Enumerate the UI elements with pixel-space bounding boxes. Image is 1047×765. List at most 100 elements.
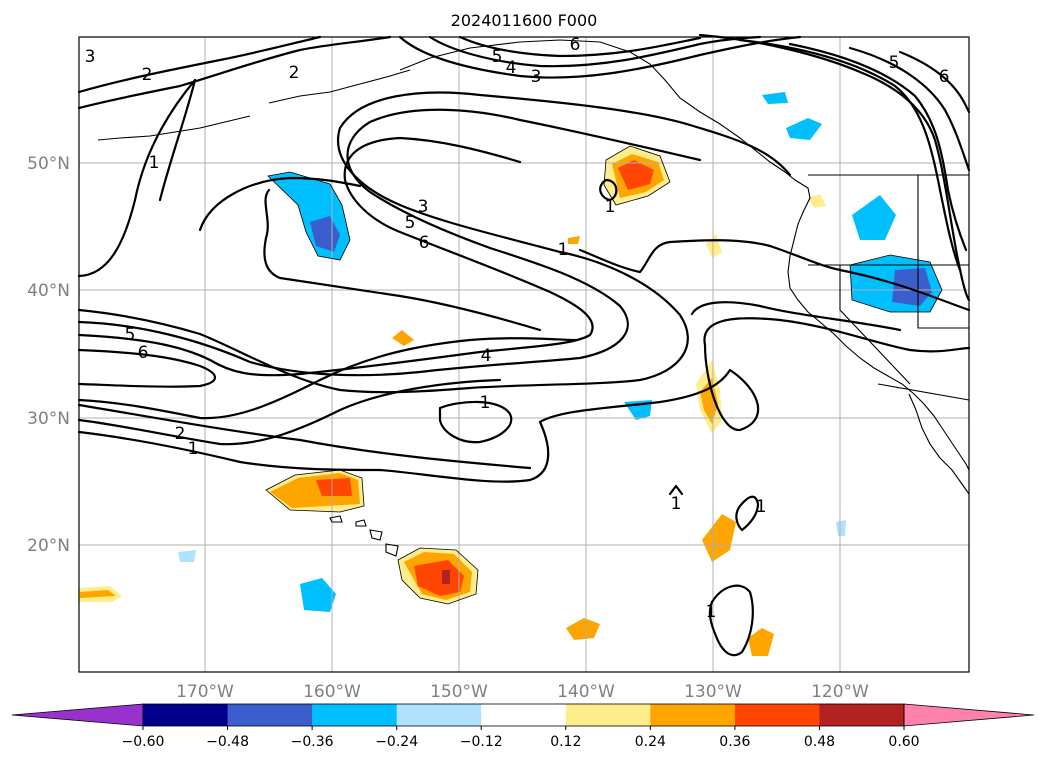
colorbar-tick-label: −0.36: [291, 734, 334, 750]
positive-anomaly-patch: [316, 478, 352, 496]
contour-label: 5: [492, 47, 503, 67]
colorbar-tick-label: 0.12: [550, 734, 581, 750]
lon-label: 120°W: [811, 682, 869, 702]
latitude-labels: 50°N 40°N 30°N 20°N: [27, 154, 70, 556]
contour-line: [198, 176, 362, 232]
map-title: 2024011600 F000: [451, 11, 598, 30]
contour-label: 5: [405, 213, 416, 233]
positive-anomaly-patch: [568, 236, 580, 244]
contour-label: 3: [85, 47, 96, 67]
contour-label: 2: [142, 65, 153, 85]
coastlines: [97, 39, 970, 557]
contour-label: 3: [418, 197, 429, 217]
positive-anomaly-patch: [618, 160, 654, 190]
contour-line: [438, 400, 513, 444]
contour-label: 6: [570, 35, 581, 55]
state-boundaries: [917, 175, 969, 329]
colorbar-segment: [734, 704, 820, 726]
positive-anomaly-patch: [808, 194, 826, 208]
lat-label: 50°N: [27, 154, 70, 174]
contour-label: 1: [706, 602, 717, 622]
contour-labels: 3 2 2 5 4 3 6 5 6 1 3 5 6 1 1 5 6 4 1 2 …: [85, 35, 950, 622]
contour-line: [735, 495, 760, 532]
contour-line: [77, 348, 217, 388]
positive-anomaly-patch: [566, 618, 600, 640]
contour-label: 1: [480, 393, 491, 413]
contour-line: [738, 38, 962, 272]
contour-line: [428, 35, 762, 68]
positive-anomaly-patch: [392, 330, 414, 346]
longitude-labels: 170°W 160°W 150°W 140°W 130°W 120°W: [176, 682, 869, 702]
colorbar-tick-label: 0.48: [804, 734, 835, 750]
map-panel: 3 2 2 5 4 3 6 5 6 1 3 5 6 1 1 5 6 4 1 2 …: [77, 33, 971, 673]
colorbar-tick-label: 0.60: [888, 734, 919, 750]
contour-label: 4: [481, 346, 492, 366]
colorbar-segment: [650, 704, 736, 726]
colorbar-tick-label: −0.48: [206, 734, 249, 750]
contour-label: 2: [289, 63, 300, 83]
contour-line: [77, 136, 594, 377]
colorbar-low-extend: [11, 703, 144, 727]
lon-label: 170°W: [176, 682, 234, 702]
negative-anomaly-patch: [762, 92, 788, 104]
contour-line: [77, 35, 322, 94]
contour-line: [698, 33, 971, 302]
contour-label: 6: [419, 233, 430, 253]
baja-coastline: [908, 393, 970, 495]
hawaiian-islands: [329, 515, 399, 557]
map-background: [79, 37, 969, 672]
colorbar-tick-label: 0.36: [719, 734, 750, 750]
contour-label: 6: [939, 67, 950, 87]
contour-label: 4: [506, 58, 517, 78]
colorbar-tick-label: −0.60: [122, 734, 165, 750]
contour-line: [77, 78, 197, 278]
negative-anomaly-patch: [300, 578, 336, 612]
contour-label: 1: [188, 439, 199, 459]
contour-line: [788, 42, 968, 252]
colorbar-frame: [142, 703, 905, 727]
contour-line: [77, 91, 792, 394]
contour-lines: [77, 33, 971, 657]
contour-label: 1: [149, 153, 160, 173]
colorbar-segment: [565, 704, 651, 726]
contour-label: 6: [138, 343, 149, 363]
contour-line: [898, 50, 971, 114]
contour-label: 3: [531, 67, 542, 87]
lat-label: 40°N: [27, 281, 70, 301]
negative-anomaly-patch: [178, 550, 196, 562]
lon-label: 150°W: [430, 682, 488, 702]
lon-label: 160°W: [303, 682, 361, 702]
contour-line: [263, 188, 542, 332]
aleutian-islands: [97, 115, 251, 141]
negative-anomaly-core: [892, 268, 932, 306]
lon-label: 140°W: [557, 682, 615, 702]
contour-label: 2: [175, 424, 186, 444]
contour-line: [578, 239, 971, 312]
california-nevada-border: [839, 265, 911, 385]
contour-line: [708, 584, 754, 657]
anomaly-shading: [78, 92, 942, 656]
colorbar-segment: [819, 704, 905, 726]
alaska-peninsula-coast: [268, 69, 411, 104]
lat-label: 20°N: [27, 536, 70, 556]
contour-line: [668, 484, 684, 496]
colorbar-tick-label: −0.24: [375, 734, 418, 750]
colorbar-segment: [227, 704, 313, 726]
contour-line: [77, 337, 577, 420]
positive-anomaly-patch: [702, 514, 736, 562]
contour-line: [77, 378, 502, 446]
positive-anomaly-patch: [748, 628, 774, 656]
colorbar-tick-label: −0.12: [460, 734, 503, 750]
anomaly-outlines: [265, 145, 943, 605]
contour-line: [77, 35, 392, 110]
us-mexico-border: [877, 383, 970, 401]
map-frame: [78, 36, 970, 673]
colorbar: −0.60 −0.48 −0.36 −0.24 −0.12 0.12 0.24 0.36 0.4…: [11, 703, 1035, 750]
contour-line: [77, 403, 532, 470]
contour-line: [690, 301, 902, 332]
negative-anomaly-patch: [836, 520, 846, 536]
positive-anomaly-core: [442, 570, 450, 584]
north-america-coastline: [399, 39, 970, 471]
positive-anomaly-patch: [80, 590, 116, 598]
